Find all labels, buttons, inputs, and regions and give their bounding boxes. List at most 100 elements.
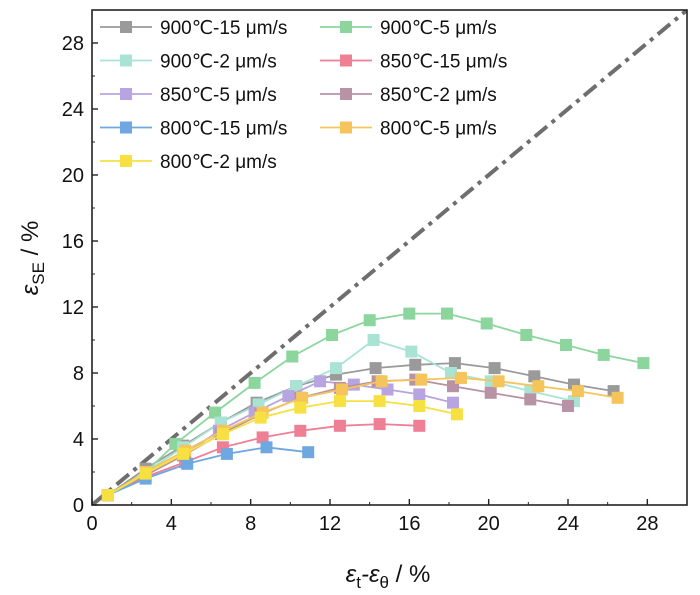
data-point — [254, 411, 267, 424]
x-axis-title-main: ε — [346, 561, 357, 588]
axes-layer: 0 4 8 12 16 20 24 28 0 4 8 12 16 20 24 28 — [62, 33, 659, 535]
y-tick-label: 4 — [73, 429, 84, 451]
data-point — [571, 385, 584, 398]
data-point — [296, 391, 309, 404]
legend-label: 800℃-2 μm/s — [160, 152, 277, 173]
series-6 — [101, 441, 315, 502]
x-tick-label: 12 — [319, 513, 341, 535]
data-point — [373, 395, 386, 408]
legend: 900℃-15 μm/s 900℃-5 μm/s 900℃-2 μm/s 850℃-1… — [100, 18, 507, 173]
x-tick-label: 24 — [557, 513, 579, 535]
legend-label: 850℃-2 μm/s — [380, 85, 497, 106]
legend-item: 800℃-5 μm/s — [320, 119, 497, 140]
data-point — [139, 467, 152, 480]
data-point — [181, 457, 194, 470]
legend-item: 800℃-2 μm/s — [100, 152, 277, 173]
data-point — [294, 401, 307, 414]
legend-item: 900℃-15 μm/s — [100, 18, 287, 39]
x-axis-title-sub2: θ — [380, 573, 389, 592]
data-point — [220, 447, 233, 460]
data-point — [302, 446, 315, 459]
data-point — [597, 348, 610, 361]
data-point — [216, 428, 229, 441]
data-point — [415, 373, 428, 386]
legend-swatch-marker — [340, 54, 352, 67]
legend-label: 800℃-5 μm/s — [380, 119, 497, 140]
data-point — [177, 447, 190, 460]
x-axis-title-sub1: t — [356, 573, 361, 592]
series-7 — [101, 371, 624, 502]
data-point — [524, 393, 537, 406]
legend-swatch-marker — [340, 121, 352, 134]
series-layer — [101, 307, 650, 502]
data-point — [413, 388, 426, 401]
data-point — [373, 418, 386, 431]
data-point — [560, 339, 572, 351]
legend-label: 900℃-15 μm/s — [160, 18, 287, 39]
data-point — [248, 376, 261, 389]
legend-swatch-marker — [120, 21, 132, 33]
y-axis-title: εSE / % — [17, 221, 48, 296]
y-axis-title-main: ε — [17, 284, 44, 295]
series-line — [107, 380, 454, 496]
series-8 — [101, 395, 463, 502]
data-point — [294, 424, 307, 437]
data-point — [403, 307, 416, 320]
data-point — [480, 317, 493, 330]
data-point — [333, 395, 346, 408]
data-point — [326, 329, 338, 341]
x-tick-label: 0 — [86, 513, 97, 535]
y-tick-label: 0 — [73, 495, 84, 517]
data-point — [562, 400, 574, 412]
data-point — [209, 406, 221, 419]
legend-item: 850℃-15 μm/s — [320, 52, 507, 73]
y-tick-label: 12 — [62, 297, 84, 319]
x-tick-label: 20 — [478, 513, 500, 535]
series-line — [107, 446, 309, 496]
data-point — [367, 334, 380, 346]
data-point — [369, 362, 382, 375]
legend-swatch-marker — [340, 21, 352, 33]
series-line — [107, 376, 618, 496]
data-point — [101, 489, 114, 502]
reference-line-layer — [92, 10, 687, 505]
legend-label: 900℃-2 μm/s — [160, 52, 277, 73]
data-point — [528, 370, 541, 383]
data-point — [330, 362, 342, 375]
series-3 — [101, 418, 426, 502]
y-tick-label: 20 — [62, 165, 84, 187]
series-line — [107, 362, 614, 496]
data-point — [314, 375, 327, 388]
y-tick-label: 8 — [73, 363, 84, 385]
data-point — [637, 357, 650, 370]
legend-item: 850℃-5 μm/s — [100, 85, 277, 106]
x-axis-title: εt-εθ / % — [346, 561, 431, 592]
data-point — [484, 386, 497, 399]
data-point — [286, 350, 299, 363]
x-tick-label: 28 — [636, 513, 658, 535]
series-2 — [101, 334, 580, 502]
data-point — [333, 419, 346, 432]
data-point — [256, 431, 269, 444]
data-point — [413, 419, 426, 432]
data-point — [492, 375, 505, 388]
data-point — [282, 390, 295, 403]
data-point — [454, 371, 467, 384]
data-point — [413, 400, 426, 412]
legend-item: 850℃-2 μm/s — [320, 85, 497, 106]
x-axis-title-unit: / % — [389, 561, 430, 588]
legend-swatch-marker — [120, 88, 132, 100]
reference-line-1to1 — [92, 10, 687, 505]
x-tick-label: 8 — [245, 513, 256, 535]
x-tick-label: 4 — [166, 513, 177, 535]
data-point — [405, 345, 418, 358]
y-tick-label: 28 — [62, 33, 84, 55]
y-tick-label: 16 — [62, 231, 84, 253]
series-0 — [101, 357, 620, 502]
data-point — [448, 357, 461, 370]
legend-swatch-marker — [120, 121, 132, 134]
data-point — [363, 314, 376, 327]
data-point — [488, 362, 501, 375]
legend-swatch-marker — [120, 54, 132, 67]
